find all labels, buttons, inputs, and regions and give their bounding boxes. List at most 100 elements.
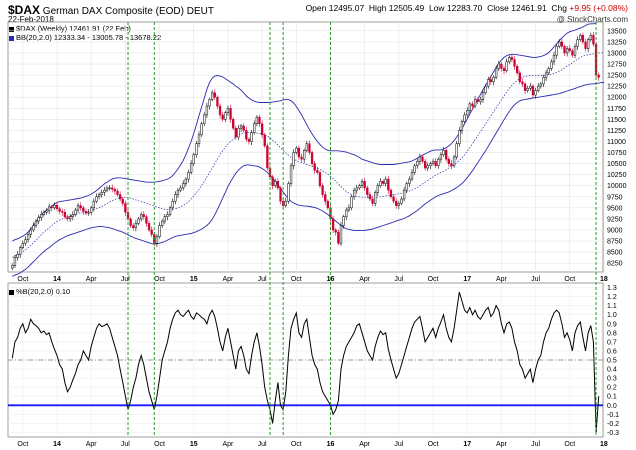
candle-body [297,147,301,158]
candle-body [497,63,500,69]
candle-body [534,90,537,96]
candle-body [245,130,248,140]
candle-body [350,196,353,209]
price-y-tick-label: 11500 [607,117,626,124]
candle-body [508,57,511,63]
candle-body [447,158,450,164]
candle-body [13,257,17,266]
candle-body [466,110,469,116]
candle-body [218,105,222,116]
candle-body [560,41,564,47]
candle-body [234,127,237,138]
candle-body [397,203,400,206]
indicator-x-tick-label: Oct [154,441,165,448]
indicator-y-tick-label: -0.3 [607,430,619,437]
candle-body [132,225,135,229]
indicator-y-tick-label: 0.8 [607,330,617,337]
legend-bb: BB(20,2.0) 12333.34 - 13005.78 - 13678.2… [9,33,161,42]
candle-body [168,207,172,215]
candle-body [184,178,188,184]
indicator-y-tick-label: 1.0 [607,312,617,319]
candle-body [450,163,453,167]
candle-body [552,54,556,63]
candle-body [558,41,561,47]
candle-body [547,68,550,74]
candle-body [510,57,514,60]
candle-body [92,200,95,209]
candle-body [426,165,429,169]
candle-body [300,156,303,160]
legend-price: $DAX (Weekly) 12461.91 (22 Feb) [9,24,131,33]
price-y-tick-label: 13000 [607,50,627,57]
price-y-tick-label: 13500 [607,28,627,35]
candle-body [374,192,377,204]
price-y-tick-label: 8750 [607,239,623,246]
indicator-x-tick-label: Jul [531,441,540,448]
candle-body [147,223,151,231]
candle-body [565,48,569,54]
close-value: 12461.91 [511,3,547,13]
price-y-tick-label: 12750 [607,62,627,69]
candle-body [458,130,461,144]
candle-body [145,216,148,224]
exchange: DEUT [186,6,214,17]
candle-body [587,39,590,49]
candle-body [471,103,474,107]
candle-body [232,119,235,129]
candle-body [16,254,19,258]
indicator-x-tick-label: Oct [428,441,439,448]
price-x-tick-label: Apr [359,276,371,283]
candle-body [79,205,82,209]
price-y-tick-label: 12000 [607,95,627,102]
candle-body [400,198,403,204]
candle-body [379,181,382,186]
candle-body [161,220,164,226]
candle-body [276,181,280,189]
copyright: @ StockCharts.com [556,15,628,24]
candle-body [76,205,80,211]
candle-body [100,192,103,195]
candle-body [242,125,245,131]
candle-body [192,154,195,164]
candle-body [71,214,74,217]
candle-body [274,181,277,186]
candle-body [111,187,114,190]
pctb-line [11,291,600,433]
indicator-y-tick-label: 1.2 [607,294,617,301]
candle-body [494,68,498,78]
price-y-tick-label: 10750 [607,150,627,157]
candle-body [537,85,540,91]
price-x-tick-label: Jul [258,276,267,283]
price-x-tick-label: 18 [600,276,608,283]
candle-body [229,108,232,120]
indicator-y-tick-label: -0.1 [607,412,619,419]
candle-body [487,79,490,87]
indicator-x-tick-label: 16 [327,441,335,448]
price-x-tick-label: Jul [121,276,130,283]
candle-body [550,61,553,69]
candle-body [371,198,374,204]
symbol: $DAX [8,3,41,17]
price-y-tick-label: 12500 [607,73,627,80]
candle-body [221,114,224,120]
candle-body [55,204,59,209]
candle-body [50,206,53,209]
candle-body [121,198,124,204]
candle-body [339,225,343,244]
candle-body [260,123,264,136]
indicator-x-tick-label: Oct [17,441,28,448]
price-y-tick-label: 8500 [607,250,623,257]
ohlc-readout: Open 12495.07 High 12505.49 Low 12283.70… [306,3,628,13]
candles [11,31,600,271]
chg-label: Chg [551,3,568,13]
candle-body [266,145,269,169]
indicator-x-tick-label: 18 [600,441,608,448]
close-label: Close [487,3,509,13]
candle-body [563,46,566,54]
legend-pctb-label: %B(20,2.0) 0.10 [16,287,71,296]
candle-body [313,163,316,171]
indicator-x-tick-label: Jul [394,441,403,448]
candle-body [597,74,600,78]
candle-body [189,163,193,173]
candle-body [352,189,356,198]
